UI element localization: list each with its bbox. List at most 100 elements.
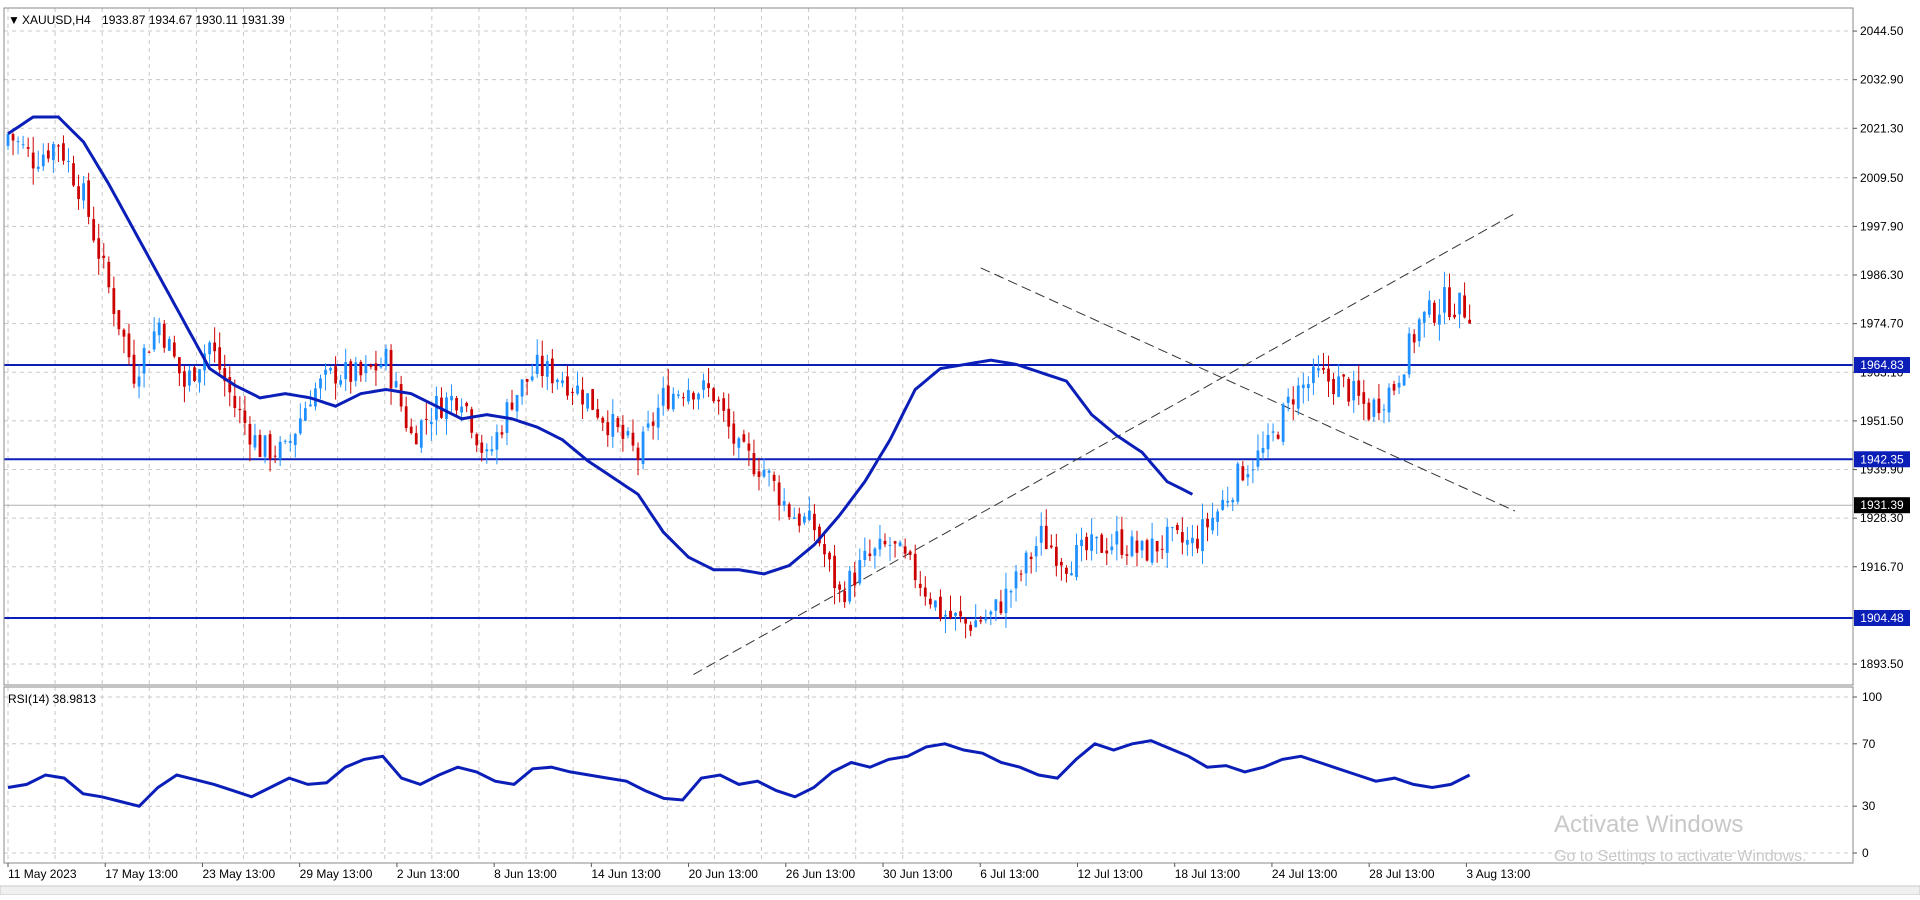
candle-body: [1407, 333, 1411, 375]
candle-body: [470, 409, 474, 433]
candle: [374, 350, 378, 386]
candle: [41, 143, 45, 171]
symbol-header-arrow-icon[interactable]: ▼: [8, 13, 20, 27]
candle-body: [671, 393, 675, 410]
candle-body: [1271, 431, 1275, 433]
candle: [1312, 358, 1315, 396]
candle-body: [369, 364, 373, 367]
candle: [1049, 534, 1053, 549]
candle: [1165, 518, 1169, 568]
time-tick-label: 29 May 13:00: [300, 867, 373, 881]
time-tick-label: 12 Jul 13:00: [1077, 867, 1143, 881]
candle-body: [172, 342, 176, 357]
candle-body: [41, 154, 45, 167]
symbol-header: XAUUSD,H4 1933.87 1934.67 1930.11 1931.3…: [22, 13, 285, 27]
candle-body: [510, 402, 514, 410]
candle: [732, 411, 736, 456]
candle: [1443, 271, 1446, 325]
candle-body: [727, 408, 731, 427]
candle: [1422, 310, 1426, 338]
candle-body: [1317, 368, 1320, 371]
candle: [419, 418, 423, 453]
candle-body: [974, 620, 978, 628]
candle: [77, 174, 80, 210]
candle-body: [112, 288, 116, 314]
candle: [67, 148, 70, 173]
candle: [1145, 538, 1149, 562]
candle-body: [631, 432, 635, 446]
candle: [445, 392, 448, 435]
candle: [480, 434, 484, 462]
trendlines[interactable]: [693, 212, 1516, 675]
candle: [1150, 522, 1154, 566]
candle-body: [389, 349, 393, 389]
candle-body: [641, 431, 645, 464]
candle-body: [747, 443, 751, 451]
bottom-scrollbar[interactable]: [0, 885, 1920, 896]
candle-body: [1352, 381, 1356, 401]
rsi-tick-label: 0: [1862, 846, 1869, 860]
candle-body: [1362, 392, 1366, 404]
candle-body: [1065, 567, 1068, 574]
time-tick-label: 14 Jun 13:00: [591, 867, 661, 881]
candle-body: [863, 550, 867, 561]
candle-body: [117, 310, 121, 330]
candle-body: [772, 474, 776, 481]
candle: [1306, 376, 1310, 402]
candle: [1322, 353, 1325, 374]
candle-body: [762, 469, 766, 477]
price-tick-label: 1986.30: [1860, 268, 1904, 282]
candle: [455, 395, 458, 416]
candle-body: [329, 368, 332, 371]
candle: [1039, 512, 1043, 556]
candle: [586, 393, 589, 412]
candle: [1367, 398, 1371, 422]
candle-body: [1241, 466, 1245, 481]
candle: [616, 415, 620, 433]
candle: [243, 395, 247, 436]
candle: [1261, 431, 1265, 461]
candle: [999, 589, 1003, 616]
candle-body: [540, 355, 544, 377]
candle-body: [591, 389, 595, 410]
candle-body: [450, 395, 453, 401]
candle: [31, 136, 35, 185]
candle-body: [344, 362, 348, 380]
price-tag-box: [1854, 451, 1910, 468]
candle: [747, 432, 751, 467]
time-tick-label: 24 Jul 13:00: [1272, 867, 1338, 881]
candle-body: [1135, 540, 1139, 553]
level-price-tag: 1904.48: [1854, 610, 1910, 627]
candle-body: [177, 357, 181, 374]
candle-body: [1327, 368, 1330, 382]
horizontal-levels[interactable]: [4, 364, 1853, 620]
candle-body: [147, 351, 151, 353]
moving-average-line: [7, 115, 1194, 576]
candle-body: [1060, 561, 1063, 566]
rsi-tick-label: 100: [1862, 690, 1882, 704]
candle-body: [1322, 367, 1325, 370]
candle-body: [1165, 526, 1169, 553]
candle-body: [697, 393, 700, 400]
candle-body: [732, 423, 736, 444]
candle: [399, 375, 403, 412]
candle-body: [62, 143, 65, 161]
candle-body: [1367, 402, 1371, 420]
candle-body: [122, 329, 126, 337]
candle-body: [1438, 314, 1441, 325]
candle: [1337, 364, 1340, 398]
candle: [661, 376, 665, 416]
candle-body: [888, 544, 892, 546]
candle: [117, 310, 121, 336]
candle: [520, 379, 524, 405]
candle: [944, 610, 947, 634]
candle: [807, 496, 811, 522]
candle-body: [1463, 295, 1466, 318]
time-tick-label: 8 Jun 13:00: [494, 867, 557, 881]
candle: [36, 150, 40, 173]
candle: [1357, 364, 1361, 405]
candle-body: [21, 144, 25, 146]
candle: [561, 371, 564, 388]
candle-body: [102, 255, 106, 258]
